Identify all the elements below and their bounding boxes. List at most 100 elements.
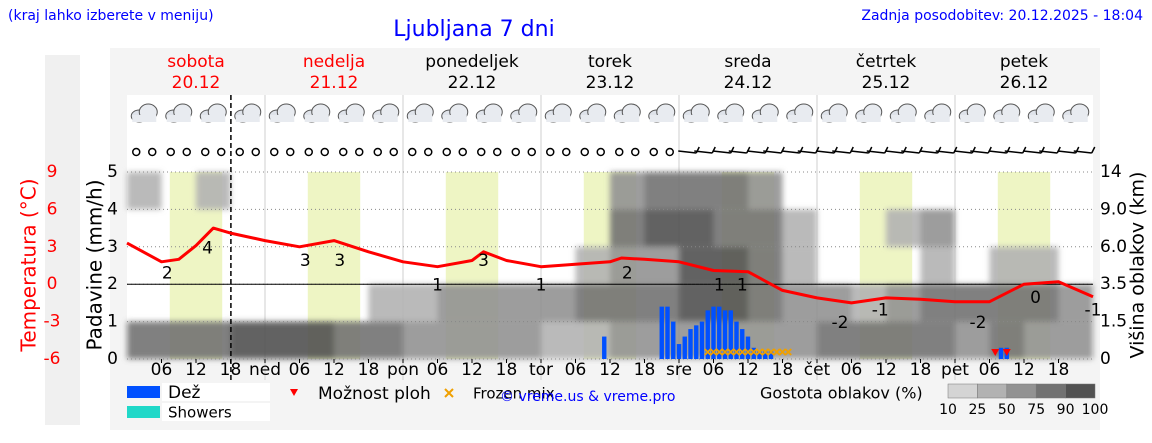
weather-icon xyxy=(1027,103,1055,123)
weather-icon xyxy=(475,103,503,123)
frozen-mix-marker xyxy=(704,348,712,356)
wind-barb xyxy=(797,146,820,154)
wind-calm xyxy=(182,147,191,157)
temperature-label: -1 xyxy=(872,301,889,321)
cloud-cell xyxy=(886,209,921,247)
cloud-cell xyxy=(713,246,748,285)
icon-cloud-base xyxy=(787,115,812,122)
cloud-cell xyxy=(472,321,507,359)
legend-label-bg xyxy=(162,403,270,421)
icon-cloud-base xyxy=(960,115,985,122)
colorbar-segment xyxy=(1065,383,1096,399)
weather-icon xyxy=(717,103,745,123)
precip-bar xyxy=(682,336,687,359)
wind-calm xyxy=(270,147,279,157)
temperature-label: 2 xyxy=(622,263,633,283)
wind-calm xyxy=(477,147,486,157)
cloud-legend-title: Gostota oblakov (%) xyxy=(760,384,923,403)
wind-calm xyxy=(217,147,226,157)
icon-cloud-base xyxy=(615,115,640,122)
x-tick-label: 18 xyxy=(358,360,380,380)
cloud-cell xyxy=(713,172,748,210)
precip-bar xyxy=(728,310,733,359)
chart-title: Ljubljana 7 dni xyxy=(393,17,554,42)
wind-calm xyxy=(615,147,624,157)
x-tick-label: 06 xyxy=(151,360,173,380)
temperature-label: 3 xyxy=(478,251,489,271)
cloud-cell xyxy=(506,284,541,322)
weather-icon xyxy=(303,103,331,123)
wind-calm xyxy=(511,147,520,157)
legend-marker xyxy=(444,388,454,398)
wind-calm xyxy=(493,147,502,157)
frozen-mix-marker xyxy=(773,348,781,356)
cloud-cell xyxy=(817,321,852,359)
precip-bar xyxy=(711,306,716,359)
cloud-tick-label: 6.0 xyxy=(1100,237,1127,257)
wind-calm xyxy=(148,147,157,157)
cloud-cell xyxy=(610,172,645,210)
day-name: četrtek xyxy=(856,52,917,72)
temperature-label: -2 xyxy=(970,313,987,333)
temperature-label: 1 xyxy=(737,276,748,296)
cloud-cell xyxy=(920,209,955,247)
icon-cloud-base xyxy=(235,115,260,122)
precip-bar xyxy=(705,310,710,359)
icon-cloud-base xyxy=(856,115,881,122)
wind-calm xyxy=(286,147,295,157)
cloud-cell xyxy=(748,284,783,322)
shower-marker xyxy=(1002,349,1011,356)
colorbar-segment xyxy=(1035,383,1066,399)
weather-icon xyxy=(751,103,779,123)
cloud-cell xyxy=(161,321,196,359)
frozen-mix-marker xyxy=(721,348,729,356)
credit: © vreme.us & vreme.pro xyxy=(500,389,675,405)
cloud-cell xyxy=(1024,321,1059,359)
weather-icon xyxy=(993,103,1021,123)
temperature-line xyxy=(126,226,1094,305)
legend-marker xyxy=(290,389,298,396)
wind-calm xyxy=(201,147,210,157)
day-name: ponedeljek xyxy=(425,52,519,72)
cloud-cell xyxy=(782,209,817,247)
day-date: 20.12 xyxy=(172,73,221,93)
precip-bar xyxy=(699,321,705,359)
cloud-cell xyxy=(472,284,507,322)
temperature-tick-label: 3 xyxy=(47,237,58,257)
precip-bar xyxy=(665,306,670,359)
cloud-cell xyxy=(1024,246,1059,285)
weather-icon xyxy=(165,103,193,123)
colorbar-label: 25 xyxy=(968,402,986,418)
wind-calm xyxy=(373,147,382,157)
temperature-tick-label: 6 xyxy=(47,199,58,219)
precip-bar xyxy=(751,347,756,359)
temperature-label: 2 xyxy=(162,263,173,283)
cloud-cell xyxy=(368,284,403,322)
wind-barb xyxy=(901,146,923,154)
cloud-cell xyxy=(920,284,955,322)
wind-calm xyxy=(389,147,398,157)
precip-bar xyxy=(763,351,768,359)
colorbar-label: 75 xyxy=(1027,402,1045,418)
wind-calm xyxy=(166,147,175,157)
temperature-label: 1 xyxy=(714,276,725,296)
frozen-mix-marker xyxy=(778,348,787,356)
legend-label: Dež xyxy=(168,383,201,403)
cloud-cell xyxy=(403,284,438,322)
cloud-cell xyxy=(644,209,679,247)
day-date: 25.12 xyxy=(862,73,911,93)
cloud-cell xyxy=(851,321,886,359)
colorbar-segment xyxy=(977,383,1008,399)
wind-calm xyxy=(132,147,141,157)
weather-icon xyxy=(268,103,296,123)
weather-icon xyxy=(786,103,814,123)
cloud-cell xyxy=(403,321,438,359)
weather-icon xyxy=(510,103,538,123)
wind-calm xyxy=(442,147,451,157)
y-tick-label: 3 xyxy=(107,237,118,257)
wind-barb xyxy=(970,146,992,154)
cloud-cell xyxy=(782,284,817,322)
shower-marker xyxy=(991,349,1000,356)
wind-barb xyxy=(1073,146,1096,154)
